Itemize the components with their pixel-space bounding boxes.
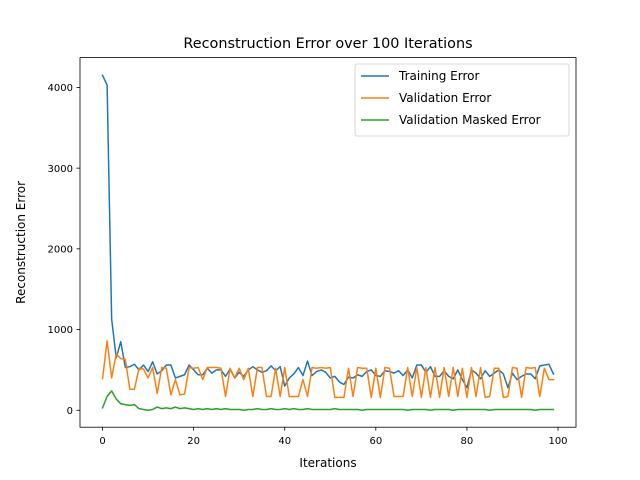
y-tick-label: 1000 (48, 325, 73, 336)
y-tick-label: 4000 (48, 83, 73, 94)
x-axis-label: Iterations (299, 456, 356, 470)
legend: Training Error Validation Error Validation… (354, 63, 570, 137)
y-axis-label: Reconstruction Error (14, 181, 28, 304)
series-line-3 (101, 390, 555, 411)
y-axis-ticks: 0 1000 2000 3000 4000 (48, 83, 80, 417)
legend-box (354, 63, 570, 137)
y-tick-label: 2000 (48, 244, 73, 255)
x-tick-label: 20 (187, 436, 200, 447)
chart-title: Reconstruction Error over 100 Iterations (183, 36, 472, 52)
x-tick-label: 80 (461, 436, 474, 447)
plot-lines (101, 74, 555, 411)
legend-label-3: Validation Masked Error (399, 113, 541, 127)
plot-area-frame (79, 57, 577, 428)
x-tick-label: 0 (99, 436, 105, 447)
series-line-1 (101, 74, 555, 389)
y-tick-label: 0 (67, 406, 73, 417)
y-tick-label: 3000 (48, 164, 73, 175)
x-axis-ticks: 0 20 40 60 80 100 (99, 427, 568, 447)
x-tick-label: 40 (278, 436, 291, 447)
series-line-2 (101, 340, 555, 399)
legend-label-1: Training Error (398, 69, 479, 83)
x-tick-label: 60 (369, 436, 382, 447)
x-tick-label: 100 (548, 436, 567, 447)
legend-label-2: Validation Error (399, 91, 491, 105)
